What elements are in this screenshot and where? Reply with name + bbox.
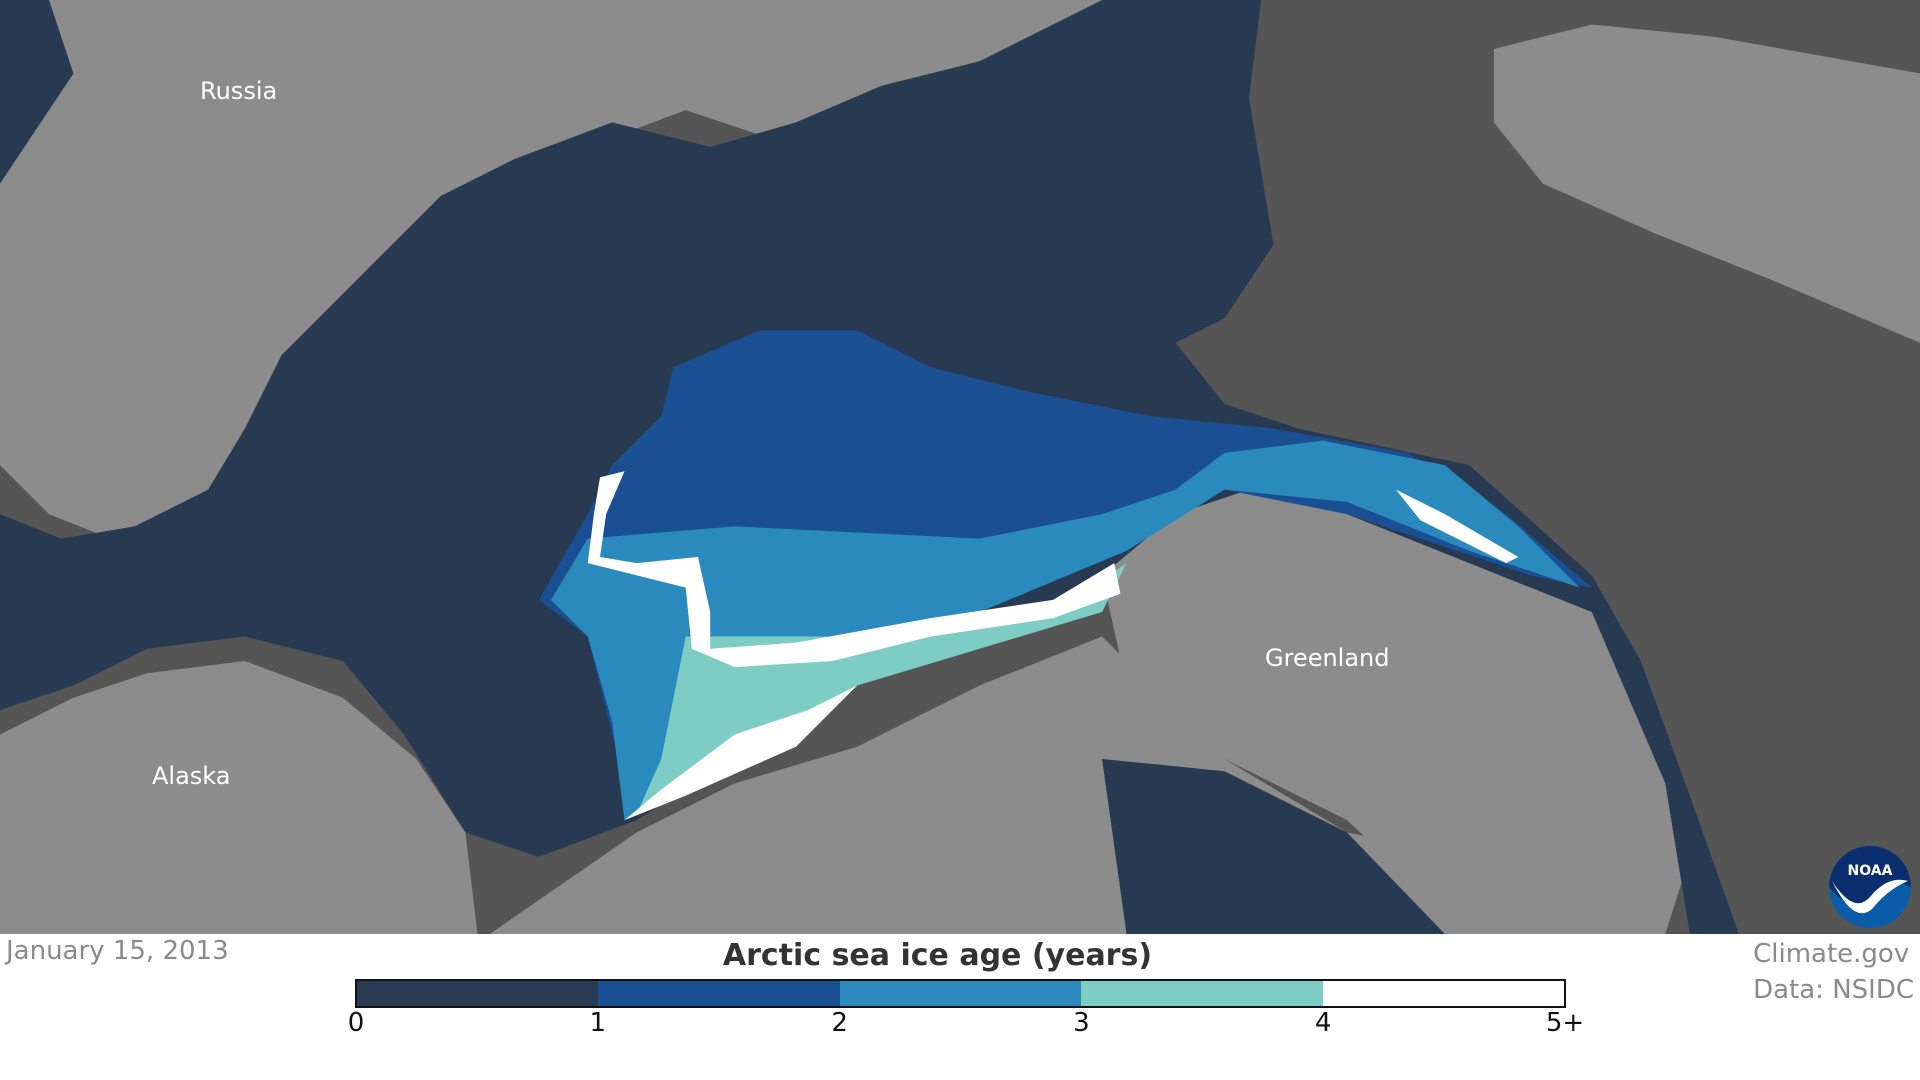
legend-tick-2: 2 [831,1008,848,1038]
legend-colorbar [355,979,1566,1008]
ice-4-5plus-yr [587,471,1519,821]
legend-tick-3: 3 [1073,1008,1090,1038]
baffin-bay [1102,758,1445,934]
noaa-logo-text: NOAA [1848,863,1893,879]
date-label: January 15, 2013 [6,936,229,966]
label-russia: Russia [200,77,278,105]
legend-bin-4-5+ [1322,981,1565,1006]
legend-bin-2-3 [839,981,1082,1006]
credit-data-source: Data: NSIDC [1753,975,1914,1005]
legend-tick-1: 1 [589,1008,607,1038]
legend-title: Arctic sea ice age (years) [722,938,1153,973]
label-alaska: Alaska [152,762,231,790]
credits: Climate.gov Data: NSIDC [1753,936,1914,1008]
sea-ice-map [0,0,1920,934]
legend-bin-1-2 [598,981,840,1006]
ice-2-3yr [551,440,1580,821]
greenland-landmass [1102,489,1690,934]
russia-landmass [0,0,1103,539]
scandinavia-landmass [1493,24,1920,343]
noaa-logo: NOAA [1829,846,1911,928]
legend-tick-0: 0 [347,1008,365,1038]
legend-tick-4: 4 [1314,1008,1332,1038]
credit-climate-gov: Climate.gov [1753,939,1910,969]
alaska-landmass [0,661,478,934]
label-greenland: Greenland [1265,644,1390,672]
legend-bin-3-4 [1081,981,1323,1006]
legend-bin-0-1 [357,981,599,1006]
legend-tick-5: 5+ [1545,1008,1585,1038]
ice-3-4yr [636,563,1127,815]
